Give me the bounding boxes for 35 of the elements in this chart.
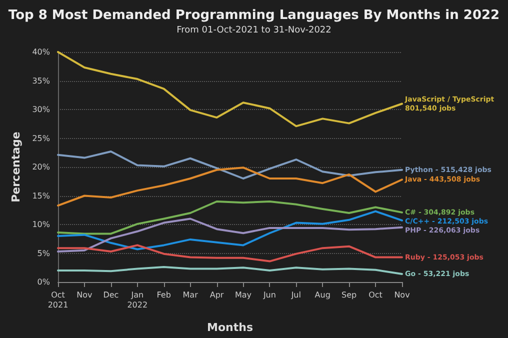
- y-axis-title: Percentage: [9, 132, 22, 202]
- line-series: [57, 218, 403, 253]
- line-series: [57, 244, 403, 262]
- line-series: [57, 51, 403, 128]
- x-tick-label: Feb: [156, 290, 171, 300]
- line-series: [57, 166, 403, 207]
- x-axis-title: Months: [207, 321, 254, 334]
- x-tick-label: Apr: [210, 290, 224, 300]
- x-tick-label: Jan 2022: [127, 290, 148, 310]
- y-tick-label: 5%: [37, 248, 50, 258]
- y-tick-label: 10%: [32, 220, 50, 229]
- y-tick-label: 40%: [32, 48, 50, 56]
- x-tick-label: May: [234, 290, 252, 300]
- x-tick-label: Jun: [262, 290, 276, 300]
- y-tick-label: 0%: [37, 278, 50, 286]
- x-tick-label: Sep: [342, 290, 357, 300]
- x-tick-label: Mar: [182, 290, 199, 300]
- x-tick-label: Oct: [368, 290, 382, 300]
- y-tick-label: 35%: [32, 76, 50, 86]
- chart-title: Top 8 Most Demanded Programming Languages By Months in 2022: [8, 8, 500, 23]
- line-series: [57, 150, 403, 180]
- x-tick-label: Jul: [290, 290, 301, 300]
- y-tick-label: 30%: [32, 105, 50, 114]
- y-tick-label: 20%: [32, 162, 50, 172]
- x-tick-label: Oct 2021: [48, 290, 68, 310]
- x-tick-label: Nov: [394, 290, 410, 300]
- line-series: [57, 266, 403, 275]
- line-series: [57, 210, 403, 250]
- y-tick-label: 25%: [32, 134, 50, 143]
- chart-subtitle: From 01-Oct-2021 to 31-Nov-2022: [176, 26, 332, 36]
- line-series: [57, 200, 403, 235]
- x-tick-label: Dec: [103, 290, 119, 300]
- x-tick-label: Aug: [314, 290, 330, 300]
- x-tick-label: Nov: [76, 290, 93, 300]
- y-tick-label: 15%: [32, 191, 50, 200]
